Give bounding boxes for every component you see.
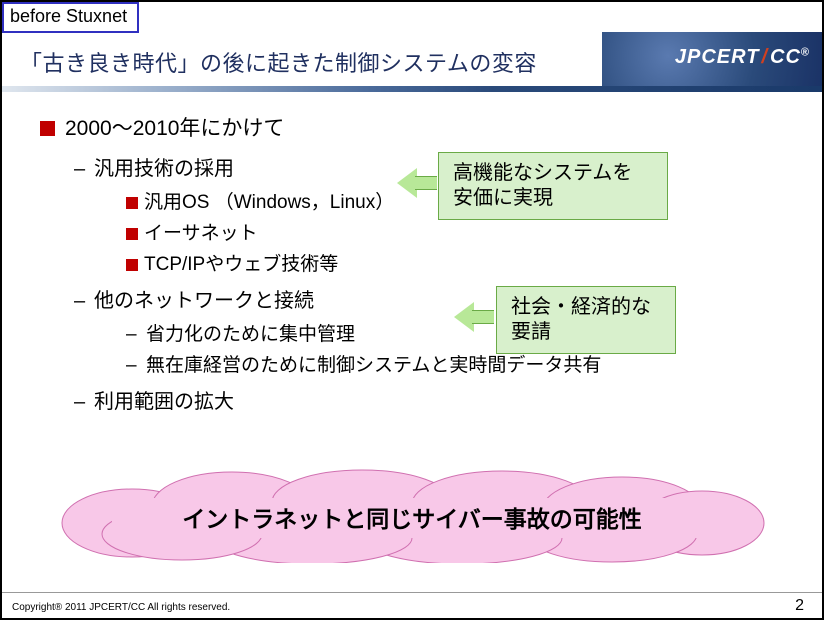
- callout-box: 社会・経済的な 要請: [496, 286, 676, 354]
- logo-text: JPCERT/CC®: [675, 46, 810, 69]
- copyright: Copyright® 2011 JPCERT/CC All rights res…: [12, 602, 230, 613]
- bullet-lvl3: 無在庫経営のために制御システムと実時間データ共有: [126, 350, 802, 377]
- square-bullet-icon: [126, 197, 138, 209]
- logo-main: JPCERT: [675, 46, 760, 68]
- square-bullet-icon: [126, 228, 138, 240]
- cloud-text: イントラネットと同じサイバー事故の可能性: [52, 500, 772, 534]
- footer: Copyright® 2011 JPCERT/CC All rights res…: [2, 592, 822, 618]
- lvl1-text: 2000～2010年にかけて: [65, 117, 284, 140]
- lvl3-3-text: TCP/IPやウェブ技術等: [144, 254, 338, 275]
- slide-title: 「古き良き時代」の後に起きた制御システムの変容: [20, 46, 537, 78]
- slide: before Stuxnet 「古き良き時代」の後に起きた制御システムの変容 J…: [0, 0, 824, 620]
- callout2-line2: 要請: [511, 320, 661, 345]
- lvl3-2-text: イーサネット: [144, 223, 258, 244]
- header-underline: [2, 86, 822, 92]
- lvl2-3-text: 利用範囲の拡大: [94, 391, 234, 413]
- bullet-lvl1: 2000～2010年にかけて: [40, 112, 802, 142]
- callout2-line1: 社会・経済的な: [511, 295, 661, 320]
- lvl3-4-text: 省力化のために集中管理: [146, 324, 355, 345]
- header: 「古き良き時代」の後に起きた制御システムの変容 JPCERT/CC®: [2, 40, 822, 92]
- logo-cc: CC: [770, 46, 801, 68]
- bullet-lvl3: イーサネット: [126, 218, 802, 245]
- lvl2-1-text: 汎用技術の採用: [94, 158, 234, 180]
- bullet-lvl3: TCP/IPやウェブ技術等: [126, 249, 802, 276]
- cloud-callout: イントラネットと同じサイバー事故の可能性: [52, 468, 772, 563]
- callout-box: 高機能なシステムを 安価に実現: [438, 152, 668, 220]
- context-tag: before Stuxnet: [2, 2, 139, 33]
- lvl3-5-text: 無在庫経営のために制御システムと実時間データ共有: [146, 355, 601, 376]
- square-bullet-icon: [40, 121, 55, 136]
- square-bullet-icon: [126, 259, 138, 271]
- page-number: 2: [795, 597, 804, 615]
- logo-reg: ®: [801, 46, 810, 58]
- callout1-line2: 安価に実現: [453, 186, 653, 211]
- lvl3-1-text: 汎用OS （Windows，Linux）: [144, 192, 394, 213]
- body: 2000～2010年にかけて 汎用技術の採用 汎用OS （Windows，Lin…: [40, 112, 802, 420]
- lvl2-2-text: 他のネットワークと接続: [94, 290, 314, 312]
- logo-sep: /: [759, 46, 770, 68]
- bullet-lvl2: 利用範囲の拡大: [74, 385, 802, 414]
- logo-area: JPCERT/CC®: [602, 32, 822, 92]
- bullet-lvl2: 他のネットワークと接続: [74, 284, 802, 313]
- callout1-line1: 高機能なシステムを: [453, 161, 653, 186]
